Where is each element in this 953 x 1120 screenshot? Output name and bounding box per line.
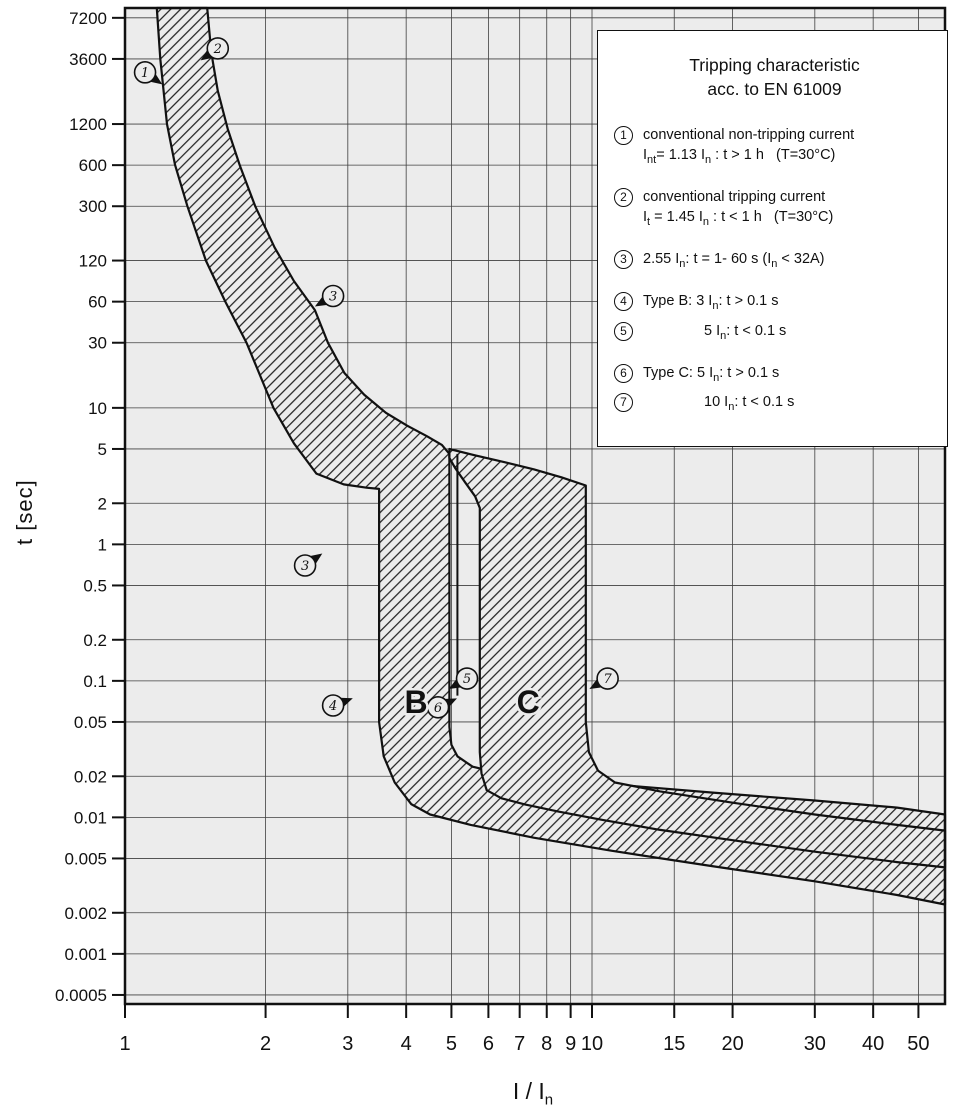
curve-marker-5: 5 <box>448 667 479 690</box>
x-axis-title: I / In <box>512 1078 554 1109</box>
type-c-band <box>448 447 947 869</box>
y-tick-label: 120 <box>79 252 107 271</box>
y-tick-label: 5 <box>98 440 107 459</box>
legend-item-number: 2 <box>614 188 633 208</box>
svg-text:1: 1 <box>141 66 149 81</box>
tripping-bands <box>155 6 947 906</box>
legend-item-number: 5 <box>614 321 633 341</box>
x-tick-label: 2 <box>260 1033 271 1055</box>
legend-title-line2: acc. to EN 61009 <box>707 79 842 100</box>
y-tick-label: 0.5 <box>83 576 107 595</box>
curve-marker-7: 7 <box>589 667 619 690</box>
x-tick-label: 9 <box>565 1033 576 1055</box>
x-tick-label: 10 <box>581 1033 603 1055</box>
legend-items: 1 conventional non-tripping current Int= 1… <box>614 125 935 414</box>
x-tick-label: 30 <box>804 1033 826 1055</box>
svg-text:3: 3 <box>301 559 309 574</box>
legend-item-text: Type C: 5 In: t > 0.1 s <box>643 364 780 384</box>
legend-item-4: 4 Type B: 3 In: t > 0.1 s <box>614 291 935 314</box>
y-tick-label: 0.0005 <box>55 986 107 1005</box>
x-tick-label: 3 <box>342 1033 353 1055</box>
legend-item-5: 5 5 In: t < 0.1 s <box>614 321 935 344</box>
legend-item-text: Type B: 3 In: t > 0.1 s <box>643 293 779 313</box>
y-tick-label: 0.05 <box>74 713 107 732</box>
legend-item-1: 1 conventional non-tripping current Int= 1… <box>614 125 935 168</box>
y-tick-label: 1200 <box>69 115 107 134</box>
y-tick-label: 600 <box>79 156 107 175</box>
svg-text:5: 5 <box>463 672 471 687</box>
y-axis-title: t [sec] <box>12 479 37 545</box>
y-tick-label: 0.01 <box>74 808 107 827</box>
y-tick-label: 0.1 <box>83 672 107 691</box>
region-label-C: C <box>517 684 540 720</box>
legend-item-text: 10 In: t < 0.1 s <box>704 393 795 413</box>
legend-item-text: conventional non-tripping current Int= 1.… <box>643 127 855 167</box>
x-tick-label: 8 <box>541 1033 552 1055</box>
legend-title: Tripping characteristic acc. to EN 61009 <box>614 53 935 101</box>
y-tick-label: 3600 <box>69 50 107 69</box>
legend-item-6: 6 Type C: 5 In: t > 0.1 s <box>614 363 935 386</box>
x-tick-label: 20 <box>721 1033 743 1055</box>
svg-text:4: 4 <box>328 699 337 714</box>
curve-marker-3: 3 <box>293 553 323 577</box>
plot-frame <box>123 6 947 1006</box>
curve-markers: 1 2 3 3 4 5 6 7 B C <box>133 37 619 723</box>
type-b-band <box>155 6 947 906</box>
svg-text:6: 6 <box>434 701 442 716</box>
x-tick-label: 40 <box>862 1033 884 1055</box>
legend-item-2: 2 conventional tripping current It = 1.45 … <box>614 187 935 230</box>
y-tick-label: 60 <box>88 293 107 312</box>
curve-marker-6: 6 <box>426 696 457 719</box>
svg-text:2: 2 <box>213 42 222 57</box>
curve-marker-2: 2 <box>200 37 230 61</box>
x-tick-label: 4 <box>401 1033 412 1055</box>
region-label-B: B <box>405 684 428 720</box>
legend-item-7: 7 10 In: t < 0.1 s <box>614 392 935 415</box>
x-tick-label: 6 <box>483 1033 494 1055</box>
curve-marker-4: 4 <box>321 694 353 717</box>
y-tick-label: 10 <box>88 399 107 418</box>
svg-text:7: 7 <box>603 672 612 687</box>
legend-title-line1: Tripping characteristic <box>689 55 860 75</box>
legend-item-number: 7 <box>614 392 633 412</box>
y-tick-label: 0.001 <box>64 945 107 964</box>
y-tick-label: 0.02 <box>74 767 107 786</box>
legend-item-number: 4 <box>614 292 633 312</box>
svg-text:3: 3 <box>329 289 337 304</box>
curve-marker-1: 1 <box>133 61 163 85</box>
y-tick-label: 300 <box>79 197 107 216</box>
axes: 1 2 3 4 5 6 7 8 9 10 15 20 30 40 507200360012006003001… <box>55 6 947 1055</box>
x-tick-label: 5 <box>446 1033 457 1055</box>
curve-marker-3: 3 <box>314 284 345 308</box>
x-tick-label: 50 <box>907 1033 929 1055</box>
y-tick-label: 0.2 <box>83 631 107 650</box>
legend-box: Tripping characteristic acc. to EN 61009… <box>597 30 948 447</box>
y-tick-label: 30 <box>88 334 107 353</box>
y-tick-label: 0.005 <box>64 849 107 868</box>
legend-item-number: 6 <box>614 363 633 383</box>
x-tick-label: 7 <box>514 1033 525 1055</box>
legend-item-text: 2.55 In: t = 1- 60 s (In < 32A) <box>643 251 825 271</box>
y-tick-label: 2 <box>98 494 107 513</box>
legend-item-number: 1 <box>614 126 633 146</box>
x-tick-label: 1 <box>119 1033 130 1055</box>
y-tick-label: 7200 <box>69 9 107 28</box>
legend-item-3: 3 2.55 In: t = 1- 60 s (In < 32A) <box>614 249 935 272</box>
legend-item-number: 3 <box>614 250 633 270</box>
x-tick-label: 15 <box>663 1033 685 1055</box>
y-tick-label: 1 <box>98 535 107 554</box>
legend-item-text: conventional tripping current It = 1.45 I… <box>643 189 834 229</box>
legend-item-text: 5 In: t < 0.1 s <box>704 322 787 342</box>
y-tick-label: 0.002 <box>64 904 107 923</box>
